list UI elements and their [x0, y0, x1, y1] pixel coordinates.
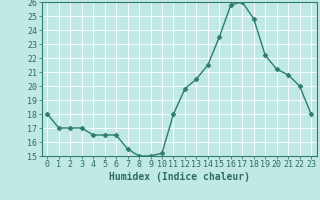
X-axis label: Humidex (Indice chaleur): Humidex (Indice chaleur) — [109, 172, 250, 182]
